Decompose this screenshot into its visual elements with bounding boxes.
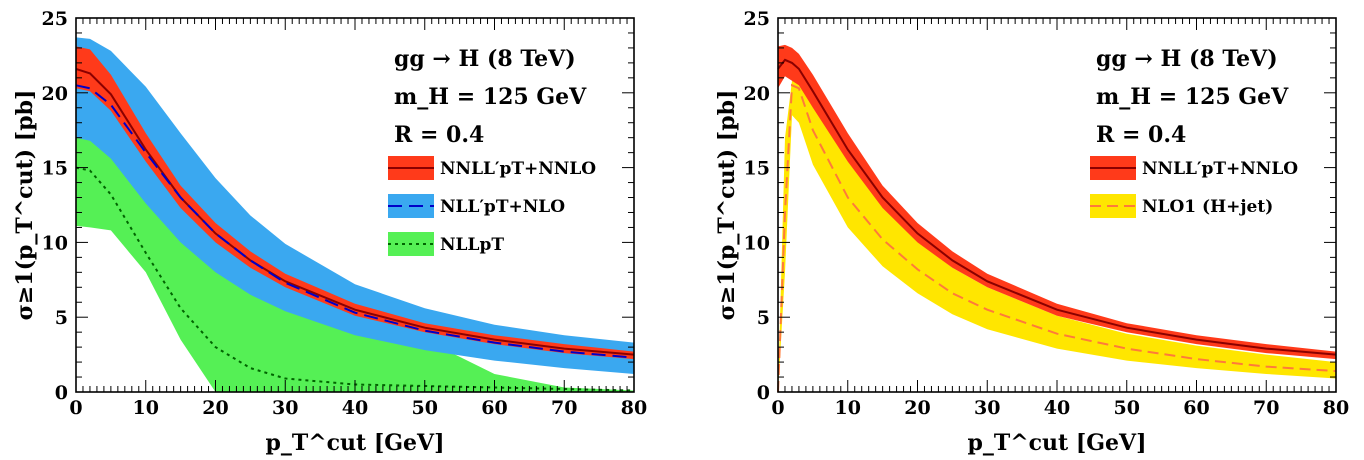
y-tick-label: 25 [744,8,770,30]
y-tick-label: 10 [744,232,770,254]
x-tick-label: 40 [1044,397,1070,419]
y-tick-label: 25 [42,8,68,30]
central-lines [777,58,1337,393]
band-0 [76,46,634,360]
x-tick-label: 50 [1114,397,1140,419]
legend: NNLL′pT+NNLO NLO1 (H+jet) [1090,156,1298,218]
annotation: R = 0.4 [1096,122,1186,148]
y-tick-label: 0 [55,382,68,404]
ticks [75,17,635,393]
annotation: m_H = 125 GeV [394,84,587,110]
x-tick-label: 80 [1323,397,1349,419]
central-line-1 [777,83,1337,393]
x-tick-label: 70 [551,397,577,419]
annotation: m_H = 125 GeV [1096,84,1289,110]
legend: NNLL′pT+NNLO NLL′pT+NLO NLLpT [388,156,596,256]
legend-label: NNLL′pT+NNLO [440,159,596,179]
band-2 [76,137,634,392]
x-tick-label: 20 [202,397,228,419]
right-panel: 0 10 20 30 40 50 60 70 80 0 5 10 15 20 25 p_T^cut [GeV]… [714,8,1349,456]
y-tick-label: 15 [42,158,68,180]
bands [778,44,1336,393]
x-axis-label: p_T^cut [GeV] [265,430,444,456]
y-axis-label: σ≥1(p_T^cut) [pb] [12,90,38,321]
x-tick-label: 30 [272,397,298,419]
legend-label: NNLL′pT+NNLO [1142,159,1298,179]
x-tick-label: 40 [342,397,368,419]
y-tick-label: 10 [42,232,68,254]
x-tick-label: 20 [904,397,930,419]
x-tick-label: 10 [133,397,159,419]
annotation: gg → H (8 TeV) [1096,46,1278,72]
x-tick-label: 80 [621,397,647,419]
annotation: R = 0.4 [394,122,484,148]
central-line-0 [75,67,635,356]
annotation: gg → H (8 TeV) [394,46,576,72]
band-0 [778,44,1336,360]
x-tick-label: 60 [1183,397,1209,419]
x-tick-label: 50 [412,397,438,419]
central-line-1 [75,84,635,359]
x-tick-label: 70 [1253,397,1279,419]
central-line-0 [777,58,1337,356]
y-axis-label: σ≥1(p_T^cut) [pb] [714,90,740,321]
y-tick-label: 0 [757,382,770,404]
y-tick-label: 5 [757,307,770,329]
x-tick-label: 10 [835,397,861,419]
legend-label: NLLpT [440,235,504,255]
band-1 [778,65,1336,393]
x-tick-label: 0 [69,397,82,419]
x-tick-label: 0 [771,397,784,419]
legend-label: NLL′pT+NLO [440,197,565,217]
y-tick-label: 20 [744,83,770,105]
left-panel: 0 10 20 30 40 50 60 70 80 0 5 10 15 20 25 p_T^cut [GeV]… [12,8,647,456]
x-tick-label: 30 [974,397,1000,419]
y-tick-label: 5 [55,307,68,329]
y-tick-label: 20 [42,83,68,105]
x-tick-label: 60 [481,397,507,419]
x-axis-label: p_T^cut [GeV] [967,430,1146,456]
ticks [777,17,1337,393]
y-tick-label: 15 [744,158,770,180]
legend-label: NLO1 (H+jet) [1142,197,1273,217]
